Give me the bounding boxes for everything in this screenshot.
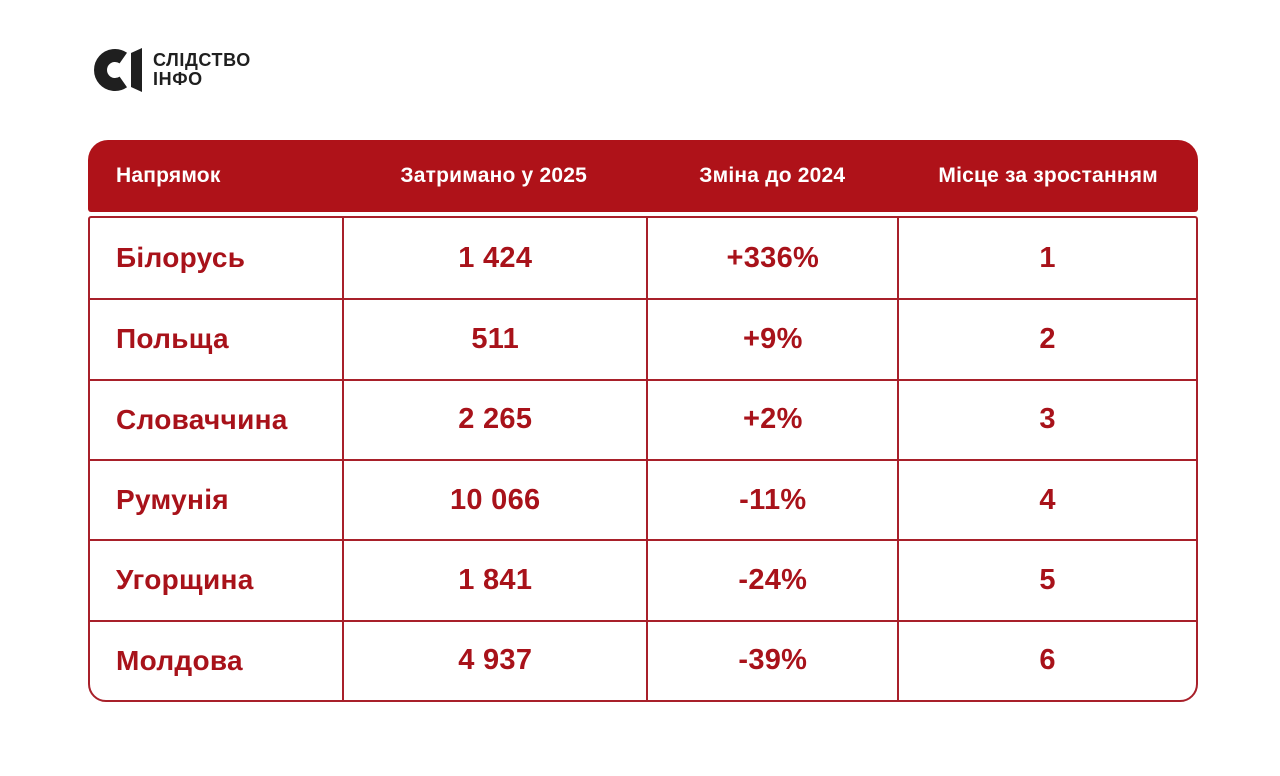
- cell-detained-2025: 1 424: [342, 218, 646, 299]
- column-header-change-vs-2024: Зміна до 2024: [699, 164, 846, 187]
- column-header-direction: Напрямок: [116, 164, 221, 187]
- column-header-detained-2025: Затримано у 2025: [400, 164, 587, 187]
- cell-rank: 2: [897, 298, 1196, 379]
- logo-text-line2: ІНФО: [153, 69, 203, 89]
- logo-text-line1: СЛІДСТВО: [153, 49, 251, 70]
- cell-rank: 4: [897, 459, 1196, 540]
- cell-direction: Словаччина: [90, 378, 343, 459]
- cell-direction: Румунія: [90, 459, 343, 539]
- cell-detained-2025: 2 265: [342, 378, 647, 459]
- cell-rank: 3: [897, 378, 1196, 459]
- cell-rank: 5: [897, 539, 1196, 620]
- cell-change-vs-2024: -39%: [646, 619, 898, 700]
- cell-change-vs-2024: -11%: [646, 459, 898, 540]
- table-body: Білорусь 1 424 +336% 1 Польща 511 +9% 2 …: [88, 216, 1198, 702]
- column-header-rank: Місце за зростанням: [938, 164, 1158, 187]
- cell-detained-2025: 10 066: [342, 459, 647, 540]
- cell-rank: 6: [897, 619, 1196, 700]
- cell-change-vs-2024: -24%: [646, 539, 898, 620]
- logo-mark-icon: [94, 48, 142, 92]
- slidstvo-info-logo: СЛІДСТВО ІНФО: [94, 47, 251, 93]
- cell-direction: Угорщина: [90, 539, 343, 619]
- cell-detained-2025: 511: [342, 298, 647, 379]
- cell-direction: Молдова: [90, 619, 343, 700]
- logo-wordmark: СЛІДСТВО ІНФО: [153, 49, 251, 89]
- cell-change-vs-2024: +336%: [646, 218, 897, 299]
- table-header-row: Напрямок Затримано у 2025 Зміна до 2024 …: [88, 140, 1198, 212]
- cell-direction: Білорусь: [116, 242, 246, 274]
- cell-direction: Польща: [90, 298, 343, 378]
- cell-detained-2025: 4 937: [342, 619, 647, 700]
- cell-rank: 1: [897, 218, 1196, 299]
- cell-detained-2025: 1 841: [342, 539, 647, 620]
- cell-change-vs-2024: +9%: [646, 298, 898, 379]
- cell-change-vs-2024: +2%: [646, 378, 898, 459]
